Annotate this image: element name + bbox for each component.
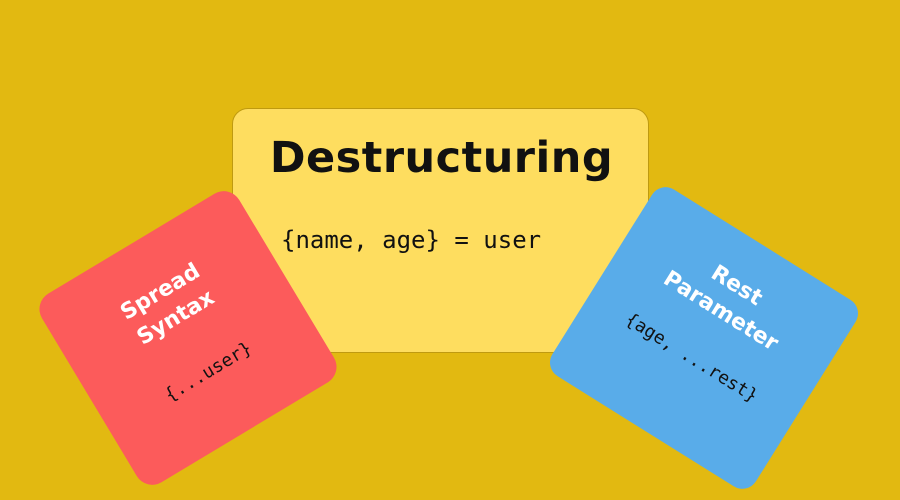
card-code: {name, age} = user	[281, 226, 542, 254]
card-title: Rest Parameter	[611, 210, 846, 388]
card-title: Destructuring	[269, 133, 614, 183]
card-title: Spread Syntax	[54, 220, 282, 390]
